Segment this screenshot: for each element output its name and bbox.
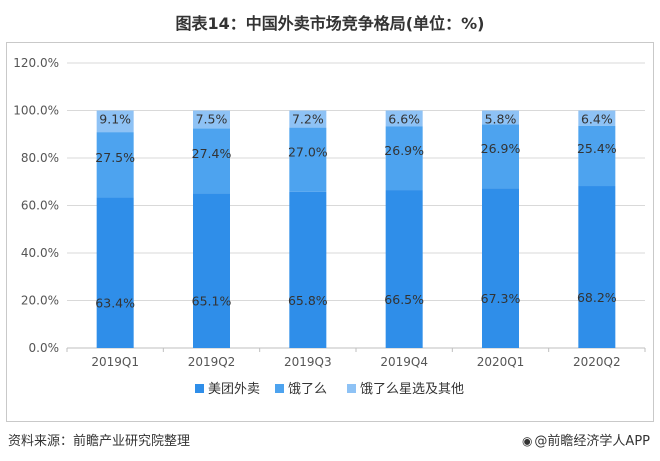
- data-label: 26.9%: [384, 143, 424, 158]
- bar-segment: [96, 197, 134, 348]
- data-label: 9.1%: [99, 112, 131, 127]
- y-tick-label: 60.0%: [21, 199, 59, 213]
- legend-swatch: [195, 384, 204, 393]
- bar-segment: [96, 110, 134, 133]
- x-tick-label: 2019Q2: [188, 355, 236, 369]
- data-label: 68.2%: [577, 290, 617, 305]
- data-label: 6.6%: [388, 112, 420, 127]
- data-label: 25.4%: [577, 141, 617, 156]
- brand-logo-icon: ◉: [521, 434, 533, 448]
- legend-swatch: [347, 384, 356, 393]
- bar-segment: [96, 132, 134, 198]
- bar-segment: [193, 128, 230, 194]
- bar-segment: [289, 191, 327, 348]
- y-tick-label: 40.0%: [21, 246, 59, 260]
- legend-label: 饿了么星选及其他: [360, 382, 464, 397]
- bar-segment: [482, 110, 519, 125]
- y-tick-label: 80.0%: [21, 151, 59, 165]
- y-tick-label: 0.0%: [29, 341, 60, 355]
- y-tick-label: 120.0%: [13, 56, 59, 70]
- data-label: 63.4%: [95, 296, 135, 311]
- data-label: 67.3%: [481, 291, 521, 306]
- bars: [96, 110, 616, 348]
- bar-segment: [578, 186, 616, 348]
- y-axis-ticks: 0.0% 20.0% 40.0% 60.0% 80.0% 100.0% 120.0%: [13, 56, 59, 355]
- bar-segment: [578, 125, 616, 187]
- bar-segment: [482, 188, 519, 348]
- bar-segment: [385, 110, 423, 127]
- data-label: 65.8%: [288, 293, 328, 308]
- brand-credit: ◉ @前瞻经济学人APP: [522, 430, 650, 449]
- bar-segment: [289, 110, 327, 128]
- y-tick-label: 20.0%: [21, 294, 59, 308]
- data-label: 26.9%: [481, 141, 521, 156]
- brand-text: @前瞻经济学人APP: [534, 434, 650, 449]
- x-tick-label: 2019Q1: [91, 355, 139, 369]
- data-label: 7.2%: [292, 112, 324, 127]
- data-labels: 63.4% 27.5% 9.1% 65.1% 27.4% 7.5% 65.8% 27.0% 7.…: [95, 112, 616, 311]
- bar-segment: [385, 190, 423, 348]
- bar-segment: [482, 124, 519, 189]
- bar-segment: [289, 127, 327, 192]
- data-label: 5.8%: [485, 112, 517, 127]
- y-tick-label: 100.0%: [13, 104, 59, 118]
- chart-title: 图表14：中国外卖市场竞争格局(单位：%): [175, 14, 485, 33]
- legend-swatch: [275, 384, 284, 393]
- data-label: 27.0%: [288, 145, 328, 160]
- grid-lines: [67, 62, 645, 349]
- x-tick-label: 2020Q2: [573, 355, 621, 369]
- x-axis-ticks: 2019Q1 2019Q2 2019Q3 2019Q4 2020Q1 2020Q2: [66, 348, 646, 369]
- data-label: 65.1%: [192, 294, 232, 309]
- x-tick-label: 2019Q3: [284, 355, 332, 369]
- x-tick-label: 2020Q1: [477, 355, 525, 369]
- chart-panel: 0.0% 20.0% 40.0% 60.0% 80.0% 100.0% 120.0% 63.…: [6, 42, 654, 422]
- x-tick-label: 2019Q4: [380, 355, 428, 369]
- bar-segment: [578, 110, 616, 126]
- data-label: 6.4%: [581, 112, 613, 127]
- legend-label: 饿了么: [288, 382, 327, 397]
- data-label: 7.5%: [196, 112, 228, 127]
- bar-segment: [193, 193, 230, 348]
- bar-segment: [385, 126, 423, 191]
- legend: 美团外卖 饿了么 饿了么星选及其他: [195, 382, 464, 397]
- bar-segment: [193, 110, 230, 129]
- data-label: 27.4%: [192, 146, 232, 161]
- data-label: 27.5%: [95, 150, 135, 165]
- data-label: 66.5%: [384, 292, 424, 307]
- source-note: 资料来源：前瞻产业研究院整理: [8, 434, 191, 449]
- stacked-bar-chart: 0.0% 20.0% 40.0% 60.0% 80.0% 100.0% 120.0% 63.…: [13, 56, 646, 397]
- legend-label: 美团外卖: [208, 382, 260, 397]
